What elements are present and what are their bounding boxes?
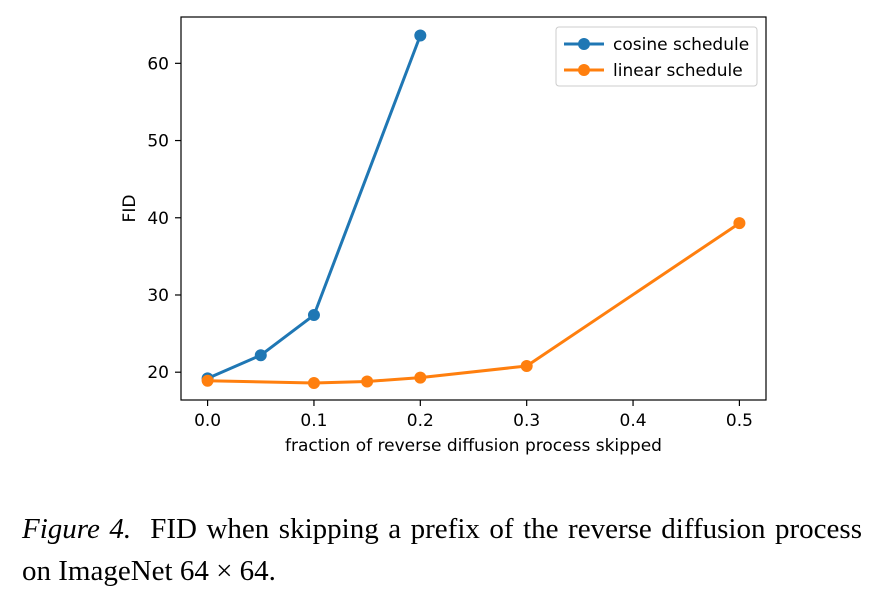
series-line-0 [207,34,422,380]
legend: cosine schedule linear schedule [555,26,758,87]
legend-marker [578,64,590,76]
y-tick-label: 40 [147,209,169,229]
data-point [414,29,427,42]
x-axis-label: fraction of reverse diffusion process sk… [285,436,662,456]
legend-label: cosine schedule [613,35,749,55]
data-point [307,309,320,322]
x-tick-label: 0.0 [194,411,221,431]
data-point [414,371,427,384]
data-point [520,360,533,373]
caption-text: FID when skipping a prefix of the revers… [22,513,862,587]
figure-label: Figure 4. [22,513,132,545]
data-point [254,349,267,362]
data-point [201,374,214,387]
legend-box [555,26,758,87]
plot-frame [180,16,767,401]
y-tick-label: 60 [147,54,169,74]
x-tick-label: 0.5 [726,411,753,431]
axes: 0.0 0.1 0.2 0.3 0.4 0.5 20 30 40 50 60 [147,16,767,431]
figure-caption: Figure 4. FID when skipping a prefix of … [22,508,862,592]
data-point [733,217,746,230]
y-axis-label: FID [120,195,140,223]
plot-area [201,29,746,390]
series-line-1 [207,221,741,385]
x-tick-label: 0.3 [513,411,540,431]
legend-marker [578,38,590,50]
y-tick-label: 20 [147,363,169,383]
data-point [307,377,320,390]
x-tick-label: 0.4 [620,411,647,431]
x-tick-label: 0.2 [407,411,434,431]
data-point [361,375,374,388]
fid-chart: 0.0 0.1 0.2 0.3 0.4 0.5 20 30 40 50 60 fraction of… [120,16,767,456]
y-tick-label: 30 [147,286,169,306]
y-tick-label: 50 [147,132,169,152]
x-tick-label: 0.1 [300,411,327,431]
legend-label: linear schedule [613,61,743,81]
